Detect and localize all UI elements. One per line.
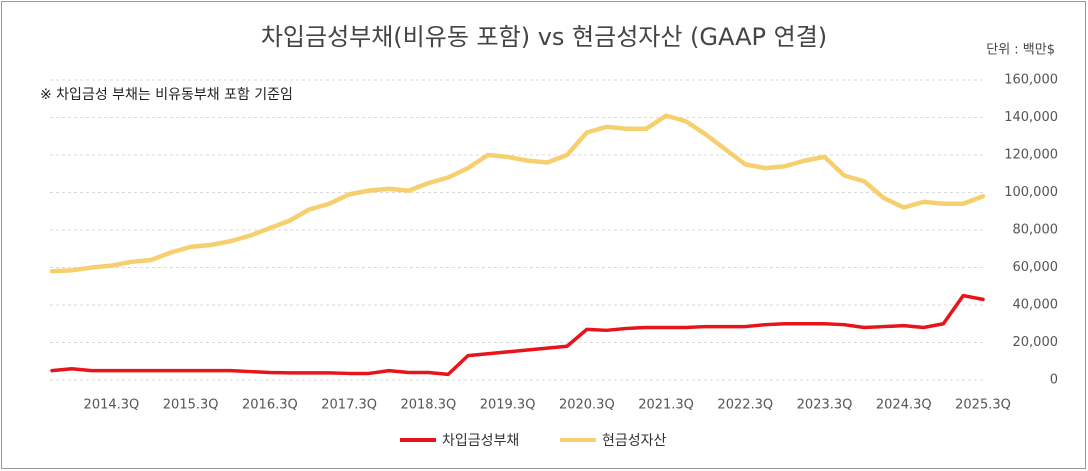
y-tick-label: 100,000 bbox=[1004, 185, 1058, 200]
x-tick-label: 2021.3Q bbox=[638, 398, 694, 413]
x-tick-label: 2023.3Q bbox=[797, 398, 853, 413]
x-tick-label: 2025.3Q bbox=[955, 398, 1011, 413]
series-line bbox=[49, 113, 986, 274]
y-tick-label: 20,000 bbox=[1013, 335, 1059, 350]
y-tick-label: 160,000 bbox=[1004, 73, 1058, 88]
y-tick-label: 120,000 bbox=[1004, 148, 1058, 163]
annotation: ※ 차입금성 부채는 비유동부채 포함 기준임 bbox=[40, 87, 293, 103]
x-tick-label: 2022.3Q bbox=[717, 398, 773, 413]
legend-label: 현금성자산 bbox=[602, 433, 667, 449]
x-tick-label: 2014.3Q bbox=[84, 398, 140, 413]
legend-label: 차입금성부채 bbox=[442, 433, 519, 449]
x-tick-label: 2015.3Q bbox=[163, 398, 219, 413]
x-tick-label: 2017.3Q bbox=[321, 398, 377, 413]
x-tick-label: 2019.3Q bbox=[480, 398, 536, 413]
y-tick-label: 40,000 bbox=[1013, 298, 1059, 313]
unit-label: 단위 : 백만$ bbox=[986, 43, 1055, 58]
y-tick-label: 80,000 bbox=[1013, 223, 1059, 238]
y-tick-label: 140,000 bbox=[1004, 110, 1058, 125]
x-tick-label: 2018.3Q bbox=[400, 398, 456, 413]
y-tick-label: 60,000 bbox=[1013, 260, 1059, 275]
x-tick-label: 2024.3Q bbox=[876, 398, 932, 413]
series-line bbox=[50, 293, 985, 377]
chart-title: 차입금성부채(비유동 포함) vs 현금성자산 (GAAP 연결) bbox=[261, 23, 827, 51]
x-tick-label: 2020.3Q bbox=[559, 398, 615, 413]
x-tick-label: 2016.3Q bbox=[242, 398, 298, 413]
y-tick-label: 0 bbox=[1050, 373, 1058, 388]
